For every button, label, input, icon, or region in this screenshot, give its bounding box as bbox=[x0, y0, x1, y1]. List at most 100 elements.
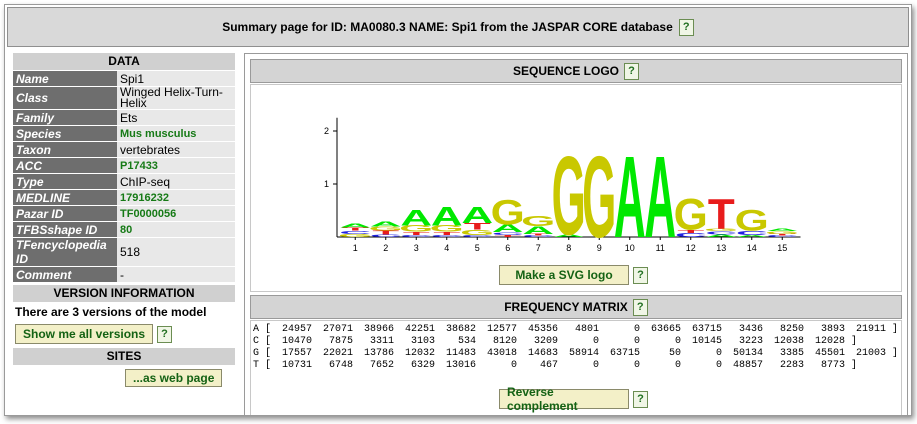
logo-x-tick-label: 1 bbox=[353, 243, 358, 253]
matrix-cell: 10145 bbox=[692, 336, 723, 347]
matrix-cell: 14683 bbox=[528, 348, 559, 359]
logo-letter-g: G bbox=[765, 231, 799, 235]
matrix-cell: 0 bbox=[511, 360, 518, 371]
matrix-cell: 38966 bbox=[364, 324, 395, 335]
logo-letter-g: G bbox=[704, 228, 738, 232]
data-row-key: Class bbox=[13, 87, 117, 109]
matrix-cell: 6748 bbox=[329, 360, 354, 371]
page-header: Summary page for ID: MA0080.3 NAME: Spi1… bbox=[7, 7, 909, 47]
matrix-cell: 0 bbox=[675, 336, 682, 347]
data-row: Species Mus musculus bbox=[13, 126, 235, 141]
data-row: TFBSshape ID 80 bbox=[13, 222, 235, 237]
logo-letter-g: G bbox=[735, 204, 769, 237]
logo-x-tick-label: 6 bbox=[505, 243, 510, 253]
logo-letter-c: C bbox=[431, 234, 463, 237]
show-all-versions-button[interactable]: Show me all versions bbox=[15, 324, 154, 344]
logo-letter-c: C bbox=[522, 235, 554, 237]
matrix-cell: 3209 bbox=[534, 336, 559, 347]
matrix-cell: 12577 bbox=[487, 324, 518, 335]
matrix-cell: 3223 bbox=[739, 336, 764, 347]
sites-web-page-button[interactable]: ...as web page bbox=[125, 369, 223, 387]
matrix-cell: 3436 bbox=[739, 324, 764, 335]
logo-x-tick-label: 12 bbox=[686, 243, 696, 253]
data-row-key: Type bbox=[13, 174, 117, 189]
matrix-cell: 12038 bbox=[774, 336, 805, 347]
logo-letter-a: A bbox=[553, 234, 585, 238]
matrix-cell: 3893 bbox=[821, 324, 846, 335]
logo-x-tick-label: 4 bbox=[444, 243, 449, 253]
matrix-row-c: C [10470 7875 3311 3103 534 8120 3209 0 0 0 10145 3… bbox=[253, 336, 858, 347]
data-row-key: Species bbox=[13, 126, 117, 141]
matrix-cell: 8250 bbox=[780, 324, 805, 335]
make-svg-logo-button[interactable]: Make a SVG logo bbox=[499, 265, 629, 285]
matrix-cell: 11483 bbox=[446, 348, 477, 359]
logo-letter-a: A bbox=[370, 220, 402, 228]
matrix-cell: 3385 bbox=[780, 348, 805, 359]
matrix-row-base: A bbox=[253, 324, 260, 335]
matrix-help-button[interactable]: ? bbox=[632, 298, 648, 316]
logo-x-tick-label: 2 bbox=[383, 243, 388, 253]
logo-letter-c: C bbox=[736, 230, 768, 237]
matrix-cell: 10731 bbox=[282, 360, 313, 371]
data-section-title: DATA bbox=[13, 53, 235, 70]
data-row-link[interactable]: TF0000056 bbox=[117, 206, 235, 221]
logo-letter-g: G bbox=[338, 233, 372, 238]
data-row-value: Spi1 bbox=[117, 71, 235, 86]
sequence-logo-title: SEQUENCE LOGO bbox=[512, 64, 619, 78]
matrix-row-base: T bbox=[253, 360, 260, 371]
data-row-link[interactable]: Mus musculus bbox=[117, 126, 235, 141]
matrix-cell: 58914 bbox=[569, 348, 600, 359]
data-row-key: Taxon bbox=[13, 142, 117, 157]
matrix-cell: 63715 bbox=[692, 324, 723, 335]
logo-letter-t: T bbox=[433, 231, 460, 236]
sites-section-title: SITES bbox=[13, 348, 235, 365]
matrix-cell: 8773 bbox=[821, 360, 846, 371]
frequency-matrix-title: FREQUENCY MATRIX bbox=[504, 300, 628, 314]
sequence-logo-header: SEQUENCE LOGO ? bbox=[250, 59, 902, 83]
matrix-row-a: A [24957 27071 38966 42251 38682 12577 45356 48… bbox=[253, 324, 899, 335]
frequency-matrix-header: FREQUENCY MATRIX ? bbox=[250, 295, 902, 319]
data-row-value: vertebrates bbox=[117, 142, 235, 157]
data-row-link[interactable]: 17916232 bbox=[117, 190, 235, 205]
logo-letter-a: A bbox=[431, 201, 463, 231]
logo-letter-a: A bbox=[492, 222, 524, 234]
svg-logo-help-button[interactable]: ? bbox=[633, 266, 648, 284]
frequency-matrix-box: A [24957 27071 38966 42251 38682 12577 45356 48… bbox=[250, 320, 902, 415]
logo-letter-g: G bbox=[430, 224, 464, 234]
header-help-button[interactable]: ? bbox=[678, 18, 694, 36]
logo-letter-g: G bbox=[460, 228, 494, 236]
page-title: Summary page for ID: MA0080.3 NAME: Spi1… bbox=[222, 20, 673, 34]
matrix-cell: 12028 bbox=[815, 336, 846, 347]
matrix-cell: 0 bbox=[634, 360, 641, 371]
data-row-value: Ets bbox=[117, 110, 235, 125]
matrix-cell: 10470 bbox=[282, 336, 313, 347]
reverse-complement-help-button[interactable]: ? bbox=[633, 390, 648, 408]
logo-letter-a: A bbox=[736, 234, 768, 237]
logo-letter-c: C bbox=[705, 230, 737, 235]
matrix-cell: 50134 bbox=[733, 348, 764, 359]
matrix-cell: 0 bbox=[593, 336, 600, 347]
data-row-key: ACC bbox=[13, 158, 117, 173]
data-row: Type ChIP-seq bbox=[13, 174, 235, 189]
logo-letter-a: A bbox=[461, 203, 493, 229]
logo-letter-a: A bbox=[614, 131, 646, 262]
page-frame: Summary page for ID: MA0080.3 NAME: Spi1… bbox=[4, 4, 912, 416]
logo-x-tick-label: 8 bbox=[566, 243, 571, 253]
data-row: ACC P17433 bbox=[13, 158, 235, 173]
logo-letter-c: C bbox=[461, 234, 493, 237]
reverse-complement-button[interactable]: Reverse complement bbox=[499, 385, 629, 413]
versions-help-button[interactable]: ? bbox=[157, 325, 173, 343]
matrix-cell: 50 bbox=[669, 348, 682, 359]
logo-letter-g: G bbox=[552, 134, 586, 259]
matrix-cell: 12032 bbox=[405, 348, 436, 359]
data-table: Name Spi1 Class Winged Helix-Turn-Helix Fami… bbox=[13, 70, 235, 283]
logo-help-button[interactable]: ? bbox=[624, 62, 639, 80]
data-row-link[interactable]: 80 bbox=[117, 222, 235, 237]
logo-letter-g: G bbox=[491, 193, 525, 232]
logo-letter-t: T bbox=[677, 229, 704, 234]
matrix-cell: 24957 bbox=[282, 324, 313, 335]
data-row-link[interactable]: P17433 bbox=[117, 158, 235, 173]
logo-letter-t: T bbox=[342, 227, 369, 232]
matrix-cell: 63665 bbox=[651, 324, 682, 335]
matrix-cell: 0 bbox=[716, 348, 723, 359]
